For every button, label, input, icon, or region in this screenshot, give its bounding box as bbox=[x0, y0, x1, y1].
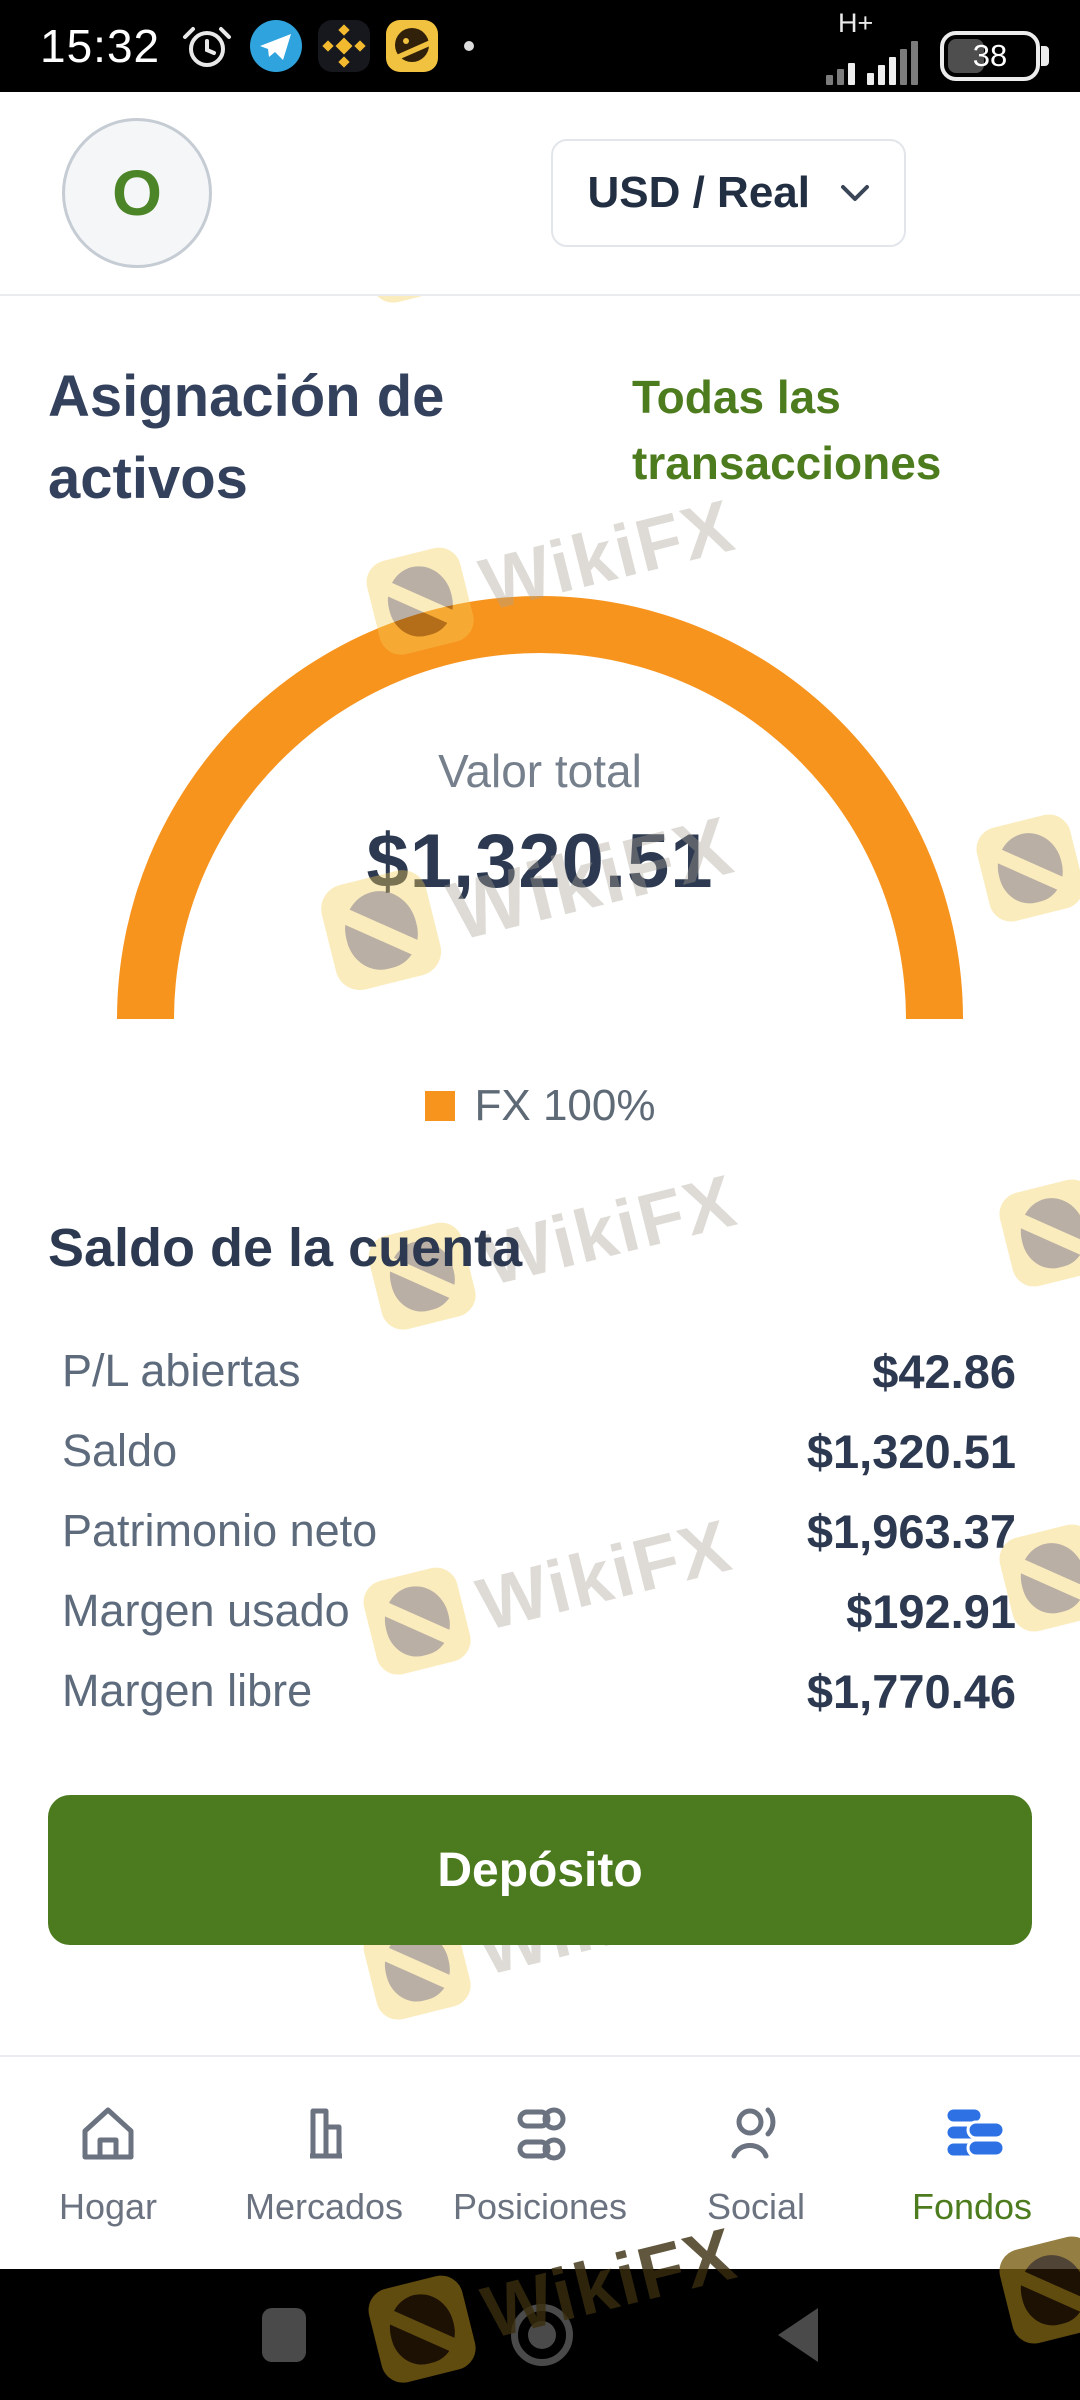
nav-label: Hogar bbox=[58, 2186, 158, 2227]
legend-swatch-fx bbox=[424, 1091, 455, 1121]
gauge-legend: FX 100% bbox=[0, 1081, 1080, 1131]
status-right-icons: H+ 38 bbox=[826, 8, 1040, 85]
nav-item-fondos[interactable]: Fondos bbox=[864, 2057, 1080, 2269]
table-row: Patrimonio neto $1,963.37 bbox=[62, 1491, 1016, 1571]
battery-percent: 38 bbox=[972, 37, 1008, 73]
gauge-center-label: Valor total bbox=[438, 745, 642, 797]
telegram-app-icon bbox=[250, 20, 303, 72]
nav-item-hogar[interactable]: Hogar bbox=[0, 2057, 216, 2269]
account-selector-value: USD / Real bbox=[587, 168, 810, 217]
wikifx-watermark bbox=[971, 809, 1080, 927]
battery-fill bbox=[948, 38, 984, 73]
account-balance-heading: Saldo de la cuenta bbox=[48, 1218, 523, 1278]
page-title: Asignación de activos bbox=[48, 364, 445, 511]
nav-label: Social bbox=[706, 2186, 806, 2227]
recents-icon[interactable] bbox=[262, 2307, 306, 2362]
signal-bars-icon: H+ bbox=[826, 8, 918, 85]
nav-label: Mercados bbox=[244, 2186, 404, 2227]
signal-large-bars bbox=[867, 40, 918, 85]
home-icon bbox=[82, 2107, 134, 2160]
account-balance-table: P/L abiertas $42.86 Saldo $1,320.51 Patr… bbox=[62, 1331, 1016, 1731]
row-label: Patrimonio neto bbox=[62, 1505, 378, 1556]
row-value: $1,770.46 bbox=[806, 1664, 1016, 1718]
notification-dot bbox=[464, 41, 475, 51]
nav-label: Fondos bbox=[911, 2186, 1033, 2227]
wikifx-watermark-icon bbox=[971, 809, 1080, 927]
row-label: P/L abiertas bbox=[62, 1345, 301, 1396]
status-bar: 15:32 bbox=[0, 0, 1080, 92]
gauge-center: Valor total $1,320.51 bbox=[117, 744, 963, 905]
app-header: O USD / Real bbox=[0, 92, 1080, 296]
back-icon[interactable] bbox=[778, 2307, 818, 2362]
coins-icon bbox=[944, 2106, 1006, 2159]
nav-item-mercados[interactable]: Mercados bbox=[216, 2057, 432, 2269]
status-notification-icons bbox=[180, 19, 475, 73]
row-value: $1,963.37 bbox=[806, 1504, 1016, 1558]
alarm-icon bbox=[183, 27, 232, 67]
legend-label-fx: FX 100% bbox=[474, 1081, 656, 1130]
row-value: $192.91 bbox=[846, 1584, 1016, 1638]
avatar-initial: O bbox=[112, 157, 162, 229]
row-label: Saldo bbox=[62, 1425, 178, 1476]
binance-app-icon bbox=[318, 20, 371, 72]
table-row: Saldo $1,320.51 bbox=[62, 1411, 1016, 1491]
network-type-label: H+ bbox=[838, 7, 874, 38]
nav-label: Posiciones bbox=[452, 2186, 628, 2227]
row-value: $1,320.51 bbox=[806, 1424, 1016, 1478]
nav-item-social[interactable]: Social bbox=[648, 2057, 864, 2269]
sliders-icon bbox=[517, 2107, 566, 2161]
avatar[interactable]: O bbox=[62, 118, 212, 268]
asset-allocation-gauge: Valor total $1,320.51 bbox=[117, 596, 963, 1019]
signal-small-bars bbox=[826, 62, 855, 85]
wikifx-app-icon bbox=[386, 20, 439, 72]
nav-item-posiciones[interactable]: Posiciones bbox=[432, 2057, 648, 2269]
row-label: Margen libre bbox=[62, 1665, 313, 1716]
row-label: Margen usado bbox=[62, 1585, 350, 1636]
bottom-navigation: Hogar Mercados Posiciones bbox=[0, 2055, 1080, 2269]
status-time: 15:32 bbox=[40, 20, 161, 72]
title-row: Asignación de activos Todas las transacc… bbox=[0, 356, 1080, 520]
row-value: $42.86 bbox=[872, 1344, 1016, 1398]
table-row: Margen libre $1,770.46 bbox=[62, 1651, 1016, 1731]
home-circle-icon[interactable] bbox=[511, 2303, 573, 2366]
all-transactions-link[interactable]: Todas las transacciones bbox=[632, 371, 942, 489]
bar-chart-icon bbox=[310, 2108, 342, 2159]
android-system-bar bbox=[0, 2269, 1080, 2400]
person-icon bbox=[731, 2107, 776, 2159]
wikifx-watermark: WikiFX bbox=[0, 1196, 7, 1339]
wikifx-watermark: WikiFX bbox=[0, 1526, 7, 1669]
account-selector-dropdown[interactable]: USD / Real bbox=[551, 139, 906, 247]
chevron-down-icon bbox=[841, 185, 869, 201]
wikifx-watermark: WikiFX bbox=[0, 1866, 7, 2009]
deposit-button[interactable]: Depósito bbox=[48, 1795, 1032, 1945]
battery-icon: 38 bbox=[940, 30, 1040, 81]
table-row: Margen usado $192.91 bbox=[62, 1571, 1016, 1651]
gauge-center-value: $1,320.51 bbox=[366, 819, 714, 904]
table-row: P/L abiertas $42.86 bbox=[62, 1331, 1016, 1411]
